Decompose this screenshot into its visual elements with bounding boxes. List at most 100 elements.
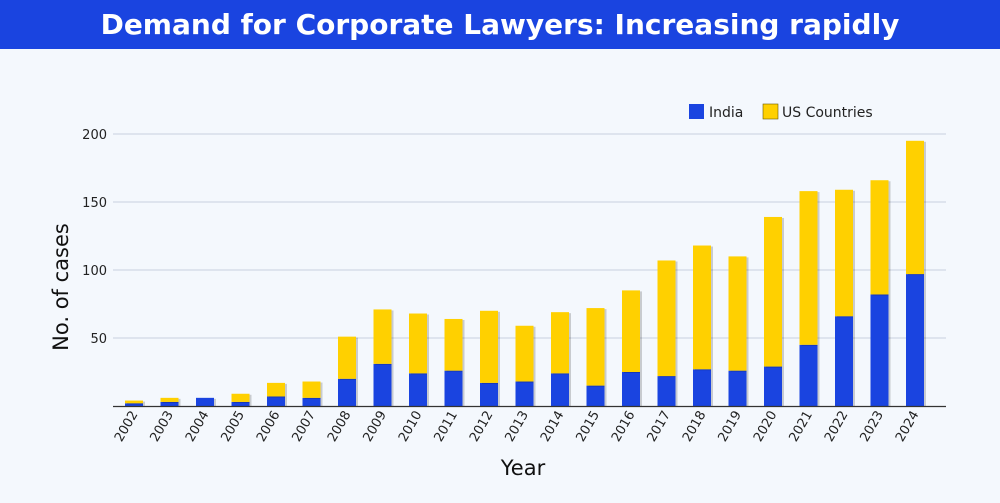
y-tick-label: 100 <box>82 264 107 279</box>
bar-fill <box>515 325 534 382</box>
chart-title-banner: Demand for Corporate Lawyers: Increasing… <box>0 0 1000 49</box>
bar-fill <box>160 401 179 406</box>
y-tick-label: 150 <box>82 196 107 211</box>
bar-fill <box>409 373 427 406</box>
legend: India US Countries <box>689 103 873 121</box>
bar-segment-india <box>125 403 145 407</box>
bar-segment-india <box>728 370 749 407</box>
chart-title: Demand for Corporate Lawyers: Increasing… <box>100 8 900 41</box>
bar-fill <box>515 381 534 406</box>
x-tick-label: 2017 <box>644 409 674 445</box>
x-tick-label: 2014 <box>538 409 568 445</box>
bar-fill <box>409 313 427 374</box>
bar-segment-india <box>373 363 394 407</box>
y-tick-labels: 50 100 150 200 <box>82 128 107 347</box>
x-tick-label: 2010 <box>396 409 426 445</box>
bar-segment-us-countries <box>160 397 181 403</box>
bar-segment-us-countries <box>728 256 749 372</box>
bar-segment-us-countries <box>338 336 358 380</box>
bar-segment-us-countries <box>444 318 465 372</box>
bar-segment-india <box>586 385 607 407</box>
bar-segment-us-countries <box>586 308 607 387</box>
bar-segment-india <box>515 381 536 407</box>
x-tick-label: 2002 <box>112 409 142 445</box>
bar-fill <box>657 260 676 377</box>
bar-fill <box>231 401 250 406</box>
y-tick-label: 50 <box>90 332 107 347</box>
bars <box>125 140 926 407</box>
x-tick-label: 2020 <box>751 409 781 445</box>
x-tick-label: 2006 <box>254 409 284 445</box>
bar-segment-india <box>835 316 855 407</box>
x-axis-title: Year <box>500 456 546 480</box>
bar-segment-us-countries <box>409 313 429 375</box>
bar-segment-india <box>799 344 820 407</box>
x-tick-label: 2018 <box>680 409 710 445</box>
bar-fill <box>125 403 143 406</box>
x-tick-label: 2004 <box>183 409 213 445</box>
bar-fill <box>551 312 569 374</box>
bar-fill <box>764 216 782 367</box>
bar-fill <box>586 308 605 386</box>
x-tick-label: 2021 <box>786 409 816 445</box>
x-tick-label: 2016 <box>609 409 639 445</box>
bar-segment-us-countries <box>622 290 642 373</box>
x-tick-label: 2007 <box>289 409 319 445</box>
bar-segment-us-countries <box>302 381 323 399</box>
bar-segment-india <box>622 372 642 407</box>
x-tick-label: 2005 <box>218 409 248 445</box>
bar-fill <box>870 180 889 295</box>
y-tick-label: 200 <box>82 128 107 143</box>
bar-fill <box>835 189 853 317</box>
x-tick-label: 2011 <box>431 409 461 445</box>
bar-fill <box>231 393 250 402</box>
bar-segment-india <box>551 373 571 407</box>
bar-segment-us-countries <box>373 309 394 365</box>
bar-fill <box>338 336 356 379</box>
x-tick-label: 2003 <box>147 409 177 445</box>
bar-fill <box>125 400 143 404</box>
x-tick-label: 2009 <box>360 409 390 445</box>
bar-fill <box>622 290 640 372</box>
bar-segment-india <box>906 274 926 407</box>
bar-fill <box>693 245 711 370</box>
bar-segment-us-countries <box>551 312 571 375</box>
x-tick-labels: 2002 2003 2004 2005 2006 2007 2008 2009 2010 2011… <box>112 409 923 445</box>
bar-segment-india <box>657 376 678 407</box>
bar-fill <box>657 376 676 406</box>
gridlines <box>113 133 946 339</box>
bar-fill <box>870 294 889 406</box>
bar-fill <box>480 310 498 383</box>
bar-segment-india <box>444 370 465 407</box>
bar-segment-india <box>870 294 891 407</box>
bar-segment-india <box>160 401 181 407</box>
bar-segment-india <box>231 401 252 407</box>
legend-swatch-us-countries <box>762 103 779 120</box>
bar-fill <box>799 191 818 345</box>
bar-fill <box>373 309 392 364</box>
x-tick-label: 2019 <box>715 409 745 445</box>
bar-segment-us-countries <box>870 180 891 296</box>
legend-swatch-india <box>689 104 704 119</box>
bar-fill <box>622 372 640 406</box>
bar-fill <box>338 378 356 406</box>
bar-segment-india <box>302 397 323 407</box>
legend-label-us-countries: US Countries <box>782 105 873 121</box>
bar-fill <box>728 256 747 371</box>
bar-fill <box>160 397 179 402</box>
x-tick-label: 2022 <box>822 409 852 445</box>
bar-segment-india <box>764 366 784 407</box>
bar-segment-us-countries <box>799 191 820 346</box>
bar-fill <box>302 397 321 406</box>
bar-segment-india <box>196 397 216 407</box>
bar-segment-us-countries <box>906 140 926 276</box>
bar-segment-us-countries <box>125 400 145 405</box>
bar-segment-us-countries <box>835 189 855 318</box>
bar-fill <box>835 316 853 406</box>
bar-segment-us-countries <box>515 325 536 383</box>
bar-segment-india <box>480 382 500 407</box>
x-tick-label: 2023 <box>857 409 887 445</box>
x-tick-label: 2015 <box>573 409 603 445</box>
bar-fill <box>267 396 285 406</box>
